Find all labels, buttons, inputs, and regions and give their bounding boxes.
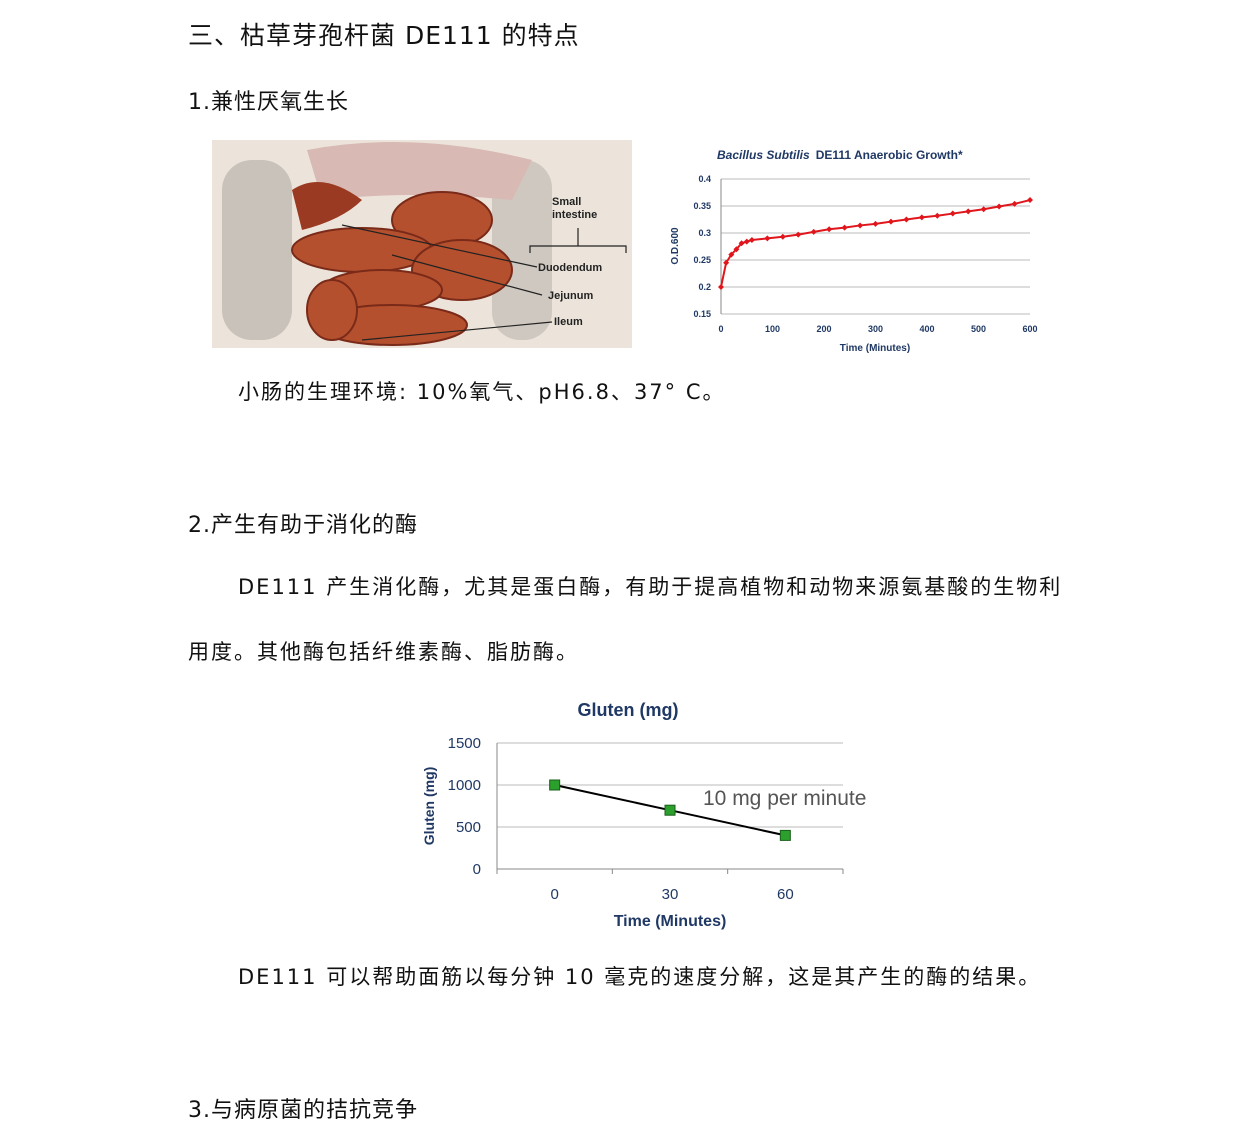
small-intestine-caption: 小肠的生理环境: 10%氧气、pH6.8、37° C。 xyxy=(238,380,726,404)
chart1-data-point xyxy=(826,226,833,233)
chart1-xtick-label: 500 xyxy=(971,324,986,334)
chart1-data-point xyxy=(872,220,879,227)
chart1-data-point xyxy=(743,238,750,245)
chart2-title: Gluten (mg) xyxy=(578,700,679,720)
chart2-xtick-label: 0 xyxy=(550,886,558,903)
small-intestine-illustration: Small intestine Duodendum Jejunum Ileum xyxy=(212,140,632,348)
label-jejunum: Jejunum xyxy=(548,290,593,302)
chart1-data-point xyxy=(738,240,745,247)
chart1-xtick-label: 100 xyxy=(765,324,780,334)
chart2-xtick-label: 60 xyxy=(777,886,794,903)
chart1-data-point xyxy=(1011,200,1018,207)
chart1-xtick-label: 400 xyxy=(919,324,934,334)
chart1-data-point xyxy=(887,218,894,225)
heading-digestive-enzymes: 2.产生有助于消化的酶 xyxy=(188,513,418,538)
chart2-ylabel: Gluten (mg) xyxy=(421,767,437,846)
label-intestine: intestine xyxy=(552,209,597,221)
chart1-data-point xyxy=(733,246,740,253)
chart1-ytick-label: 0.15 xyxy=(693,309,711,319)
chart1-xtick-label: 600 xyxy=(1022,324,1037,334)
heading-facultative-anaerobic: 1.兼性厌氧生长 xyxy=(188,90,349,115)
chart1-data-point xyxy=(748,237,755,244)
chart2-ytick-label: 0 xyxy=(473,861,481,878)
chart1-ytick-label: 0.4 xyxy=(698,174,711,184)
chart1-data-point xyxy=(857,222,864,229)
chart1-data-point xyxy=(728,251,735,258)
gluten-caption: DE111 可以帮助面筋以每分钟 10 毫克的速度分解，这是其产生的酶的结果。 xyxy=(238,965,1042,989)
chart2-ytick-label: 1500 xyxy=(448,735,481,752)
chart1-data-point xyxy=(903,216,910,223)
chart1-data-point xyxy=(718,284,724,290)
label-ileum: Ileum xyxy=(554,316,583,328)
chart1-data-point xyxy=(764,235,771,242)
chart1-data-point xyxy=(779,233,786,240)
chart1-title-italic: Bacillus Subtilis xyxy=(717,148,810,162)
chart1-data-point xyxy=(965,208,972,215)
chart1-series-line xyxy=(720,199,1031,288)
chart1-data-point xyxy=(723,259,730,266)
chart1-data-point xyxy=(1027,197,1033,204)
chart1-data-point xyxy=(949,210,956,217)
chart1-ytick-label: 0.35 xyxy=(693,201,711,211)
chart1-ytick-label: 0.3 xyxy=(698,228,711,238)
chart1-ytick-label: 0.25 xyxy=(693,255,711,265)
chart2-ytick-label: 500 xyxy=(456,819,481,836)
chart1-data-point xyxy=(934,212,941,219)
chart1-xtick-label: 200 xyxy=(816,324,831,334)
chart1-ylabel: O.D.600 xyxy=(670,227,681,265)
chart2-data-point xyxy=(664,804,676,816)
chart2-xtick-label: 30 xyxy=(662,886,679,903)
enzyme-paragraph-line1: DE111 产生消化酶，尤其是蛋白酶，有助于提高植物和动物来源氨基酸的生物利 xyxy=(238,575,1063,599)
heading-pathogen-antagonism: 3.与病原菌的拮抗竞争 xyxy=(188,1098,418,1123)
chart1-xtick-label: 300 xyxy=(868,324,883,334)
section-title: 三、枯草芽孢杆菌 DE111 的特点 xyxy=(188,21,580,50)
chart1-data-point xyxy=(841,224,848,231)
enzyme-paragraph-line2: 用度。其他酶包括纤维素酶、脂肪酶。 xyxy=(188,640,579,664)
chart1-data-point xyxy=(996,203,1003,210)
chart1-data-point xyxy=(918,214,925,221)
chart2-data-point xyxy=(779,829,791,841)
label-duodenum: Duodendum xyxy=(538,262,602,274)
chart2-data-point xyxy=(549,779,561,791)
chart1-xlabel: Time (Minutes) xyxy=(840,343,910,354)
chart1-data-point xyxy=(795,231,802,238)
chart2-series-line xyxy=(554,784,786,837)
chart1-data-point xyxy=(980,206,987,213)
label-small: Small xyxy=(552,196,581,208)
chart1-ytick-label: 0.2 xyxy=(698,282,711,292)
chart1-title-rest: DE111 Anaerobic Growth* xyxy=(816,148,963,162)
chart2-ytick-label: 1000 xyxy=(448,777,481,794)
chart1-data-point xyxy=(810,228,817,235)
chart1-xtick-label: 0 xyxy=(718,324,723,334)
chart2-annotation: 10 mg per minute xyxy=(703,787,866,810)
chart2-xlabel: Time (Minutes) xyxy=(614,913,727,930)
